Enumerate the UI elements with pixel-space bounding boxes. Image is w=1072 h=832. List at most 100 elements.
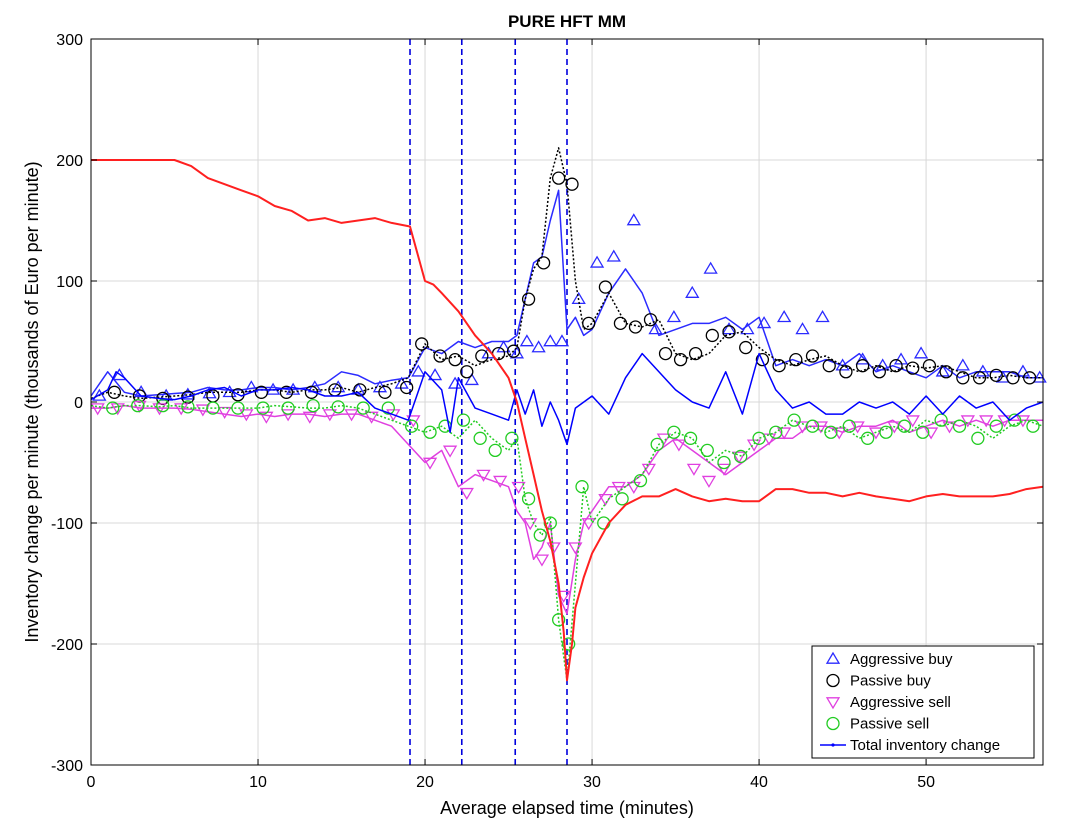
data-point (531, 340, 546, 353)
series-line (91, 404, 1043, 615)
x-tick-label: 50 (917, 774, 935, 791)
data-point (92, 388, 107, 401)
data-point (562, 637, 576, 651)
x-tick-label: 40 (750, 774, 768, 791)
x-tick-label: 20 (416, 774, 434, 791)
data-point (511, 481, 526, 494)
data-point (456, 413, 471, 427)
data-point (626, 213, 641, 226)
data-point (351, 382, 366, 395)
data-point (824, 425, 838, 439)
legend-label: Passive buy (850, 673, 931, 690)
data-point (519, 334, 535, 347)
data-point (181, 390, 195, 404)
series-passive-sell (90, 398, 1044, 682)
y-tick-label: -100 (51, 516, 83, 533)
data-point (400, 380, 414, 395)
data-point (685, 285, 700, 298)
data-point (972, 371, 987, 385)
data-point (626, 481, 641, 494)
series-unlabeled-red (91, 159, 1044, 682)
data-point (405, 419, 419, 433)
data-point (386, 409, 401, 422)
data-point (551, 171, 566, 185)
data-point (254, 385, 269, 399)
data-point (686, 463, 702, 476)
data-point (906, 361, 920, 375)
x-axis-label: Average elapsed time (minutes) (440, 798, 694, 818)
data-point (106, 401, 120, 415)
data-point (582, 316, 596, 331)
data-point (658, 346, 673, 361)
data-point (304, 385, 319, 399)
data-point (761, 433, 777, 446)
data-point (565, 177, 579, 191)
data-point (721, 322, 737, 335)
data-point (752, 431, 766, 445)
data-point (868, 427, 884, 440)
data-point (942, 421, 957, 434)
event-vertical-lines (409, 39, 568, 765)
data-point (505, 431, 519, 445)
data-point (589, 255, 605, 268)
data-point (755, 352, 770, 367)
y-tick-label: 0 (74, 395, 83, 412)
data-point (174, 403, 189, 416)
data-point (521, 292, 536, 306)
data-point (875, 358, 890, 371)
data-point (493, 475, 508, 488)
data-point (506, 344, 521, 358)
data-point (939, 365, 953, 379)
data-point (776, 310, 792, 323)
data-point (671, 439, 687, 452)
data-point (960, 415, 975, 428)
data-point (716, 463, 732, 476)
data-point (613, 316, 628, 331)
data-point (667, 425, 681, 439)
data-point (156, 398, 170, 413)
data-point (955, 358, 970, 371)
data-point (331, 400, 345, 414)
data-point (534, 554, 550, 567)
data-point (703, 261, 718, 274)
legend-label: Aggressive buy (850, 651, 953, 668)
data-point (464, 372, 479, 386)
data-point (860, 431, 875, 445)
data-point (281, 401, 295, 415)
data-point (460, 365, 474, 379)
data-point (934, 413, 948, 427)
axis-ticks: 0 10 20 30 40 50 -300 -200 -100 0 100 200 300 (51, 32, 1043, 791)
data-point (1015, 364, 1031, 377)
data-point (897, 419, 912, 433)
y-axis-label: Inventory change per minute (thousands o… (22, 161, 42, 642)
data-point (536, 256, 551, 270)
legend-label: Passive sell (850, 716, 929, 733)
chart-title: PURE HFT MM (508, 12, 626, 31)
series-line (90, 189, 1043, 397)
data-point (90, 403, 105, 416)
legend-item: Total inventory change (820, 737, 1000, 754)
data-point (427, 368, 443, 381)
data-point (956, 371, 970, 385)
data-point (353, 383, 367, 397)
data-point (473, 431, 487, 445)
data-point (378, 385, 392, 399)
data-point (615, 492, 629, 506)
data-point (394, 376, 409, 389)
data-point (787, 413, 801, 427)
data-point (701, 475, 717, 488)
data-point (650, 437, 664, 452)
series-line (90, 147, 1043, 400)
data-point (842, 419, 856, 433)
data-point (411, 364, 426, 377)
data-point (666, 310, 682, 323)
legend-marker (825, 651, 841, 664)
data-point (855, 359, 870, 373)
data-point (648, 322, 663, 335)
data-point (459, 487, 474, 501)
data-point (546, 542, 561, 555)
data-point (683, 431, 698, 445)
data-point (554, 334, 570, 347)
data-point (979, 415, 994, 428)
data-point (905, 415, 920, 428)
